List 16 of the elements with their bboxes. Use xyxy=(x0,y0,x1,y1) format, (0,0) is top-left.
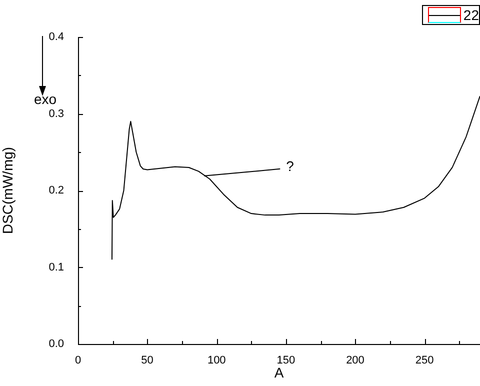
annotation: ? xyxy=(286,158,294,174)
x-tick-label: 150 xyxy=(276,354,296,367)
x-tick-label: 100 xyxy=(207,354,226,367)
x-tick-label: 200 xyxy=(346,354,364,367)
y-tick-label: 0.0 xyxy=(48,338,64,350)
y-tick-label: 0.2 xyxy=(48,184,64,197)
y-tick-label: 0.1 xyxy=(48,261,64,274)
y-tick-label: 0.3 xyxy=(48,108,64,120)
x-axis-title: A xyxy=(274,364,284,380)
legend-label: 22 xyxy=(463,7,479,23)
x-tick-label: 0 xyxy=(74,354,82,367)
text: exo xyxy=(34,91,57,107)
y-tick-label: 0.4 xyxy=(48,31,64,44)
x-tick-label: 250 xyxy=(415,354,434,367)
x-tick-label: 50 xyxy=(141,354,154,367)
y-axis-title: DSC(mW/mg) xyxy=(0,146,16,234)
